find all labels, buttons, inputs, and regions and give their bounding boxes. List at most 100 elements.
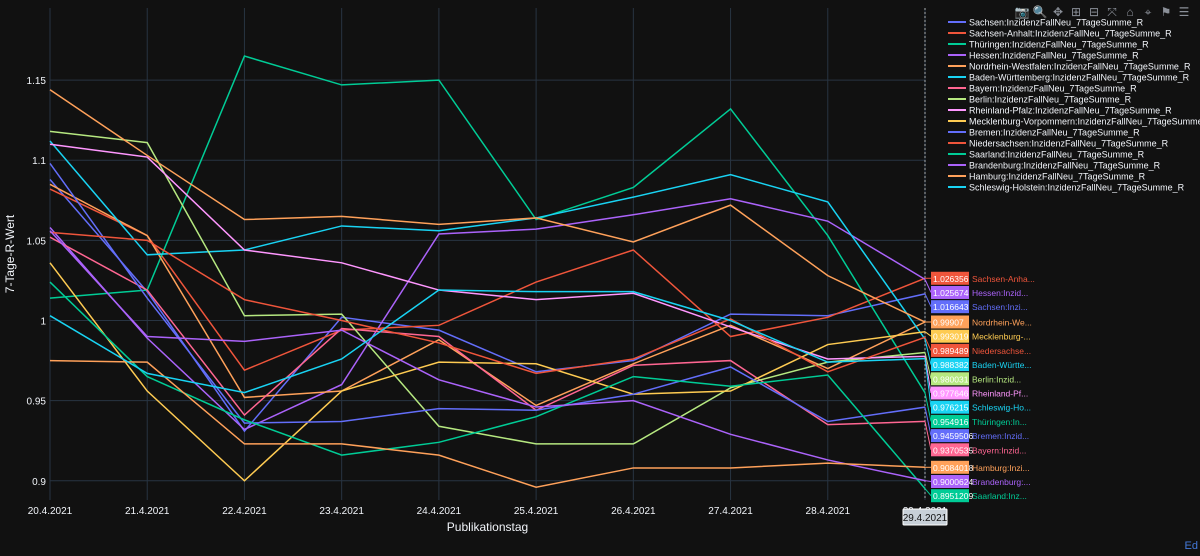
x-tick-label: 21.4.2021	[125, 506, 170, 517]
hover-label-value: 0.988382	[933, 360, 969, 370]
legend-item[interactable]: Hessen:InzidenzFallNeu_7TageSumme_R	[948, 51, 1139, 61]
legend-label: Rheinland-Pfalz:InzidenzFallNeu_7TageSum…	[969, 106, 1172, 116]
legend-label: Hessen:InzidenzFallNeu_7TageSumme_R	[969, 51, 1139, 61]
series-line	[49, 231, 926, 375]
zoom-in-icon[interactable]: ⊞	[1070, 5, 1082, 19]
series-line	[49, 197, 926, 431]
legend-label: Sachsen-Anhalt:InzidenzFallNeu_7TageSumm…	[969, 29, 1172, 39]
x-tick-label: 26.4.2021	[611, 506, 656, 517]
legend-item[interactable]: Baden-Württemberg:InzidenzFallNeu_7TageS…	[948, 73, 1190, 83]
hover-label-value: 0.989489	[933, 346, 969, 356]
hover-label-text: Sachsen:Inzi...	[972, 302, 1028, 312]
hover-label-box	[931, 443, 969, 457]
hover-label-text: Schleswig-Ho...	[972, 403, 1031, 413]
hover-label-text: Bremen:Inzid...	[972, 431, 1029, 441]
hover-label-box	[931, 372, 969, 386]
hover-label: 0.9370535Bayern:Inzid...	[924, 421, 1026, 457]
legend-item[interactable]: Bremen:InzidenzFallNeu_7TageSumme_R	[948, 128, 1140, 138]
hover-label-text: Brandenburg:...	[972, 477, 1031, 487]
hover-label-text: Sachsen-Anha...	[972, 274, 1035, 284]
hover-closest-icon[interactable]: ⚑	[1160, 5, 1172, 19]
legend-item[interactable]: Sachsen-Anhalt:InzidenzFallNeu_7TageSumm…	[948, 29, 1172, 39]
pan-icon[interactable]: ✥	[1052, 5, 1064, 19]
hover-label-text: Thüringen:In...	[972, 417, 1027, 427]
series-line	[49, 55, 926, 394]
x-tick-label: 24.4.2021	[417, 506, 462, 517]
legend-item[interactable]: Berlin:InzidenzFallNeu_7TageSumme_R	[948, 95, 1132, 105]
hover-label-box	[931, 475, 969, 489]
hover-label-value: 0.9459506	[933, 431, 973, 441]
x-tick-label: 20.4.2021	[28, 506, 73, 517]
hover-label-box	[931, 358, 969, 372]
legend-label: Saarland:InzidenzFallNeu_7TageSumme_R	[969, 150, 1145, 160]
hover-label-box	[931, 489, 969, 503]
hover-label: 0.977646 Rheinland-Pf...	[924, 356, 1028, 400]
edge-link[interactable]: Ed	[1184, 540, 1198, 552]
legend-item[interactable]: Brandenburg:InzidenzFallNeu_7TageSumme_R	[948, 161, 1161, 171]
hover-label-pointer	[924, 421, 932, 450]
legend-label: Bayern:InzidenzFallNeu_7TageSumme_R	[969, 84, 1137, 94]
hover-label: 1.016643 Sachsen:Inzi...	[924, 293, 1028, 314]
legend-label: Thüringen:InzidenzFallNeu_7TageSumme_R	[969, 40, 1149, 50]
hover-label-text: Bayern:Inzid...	[972, 445, 1026, 455]
hover-label-value: 0.9370535	[933, 445, 973, 455]
hover-label-value: 0.9000624	[933, 477, 973, 487]
legend-item[interactable]: Sachsen:InzidenzFallNeu_7TageSumme_R	[948, 18, 1144, 28]
zoom-icon[interactable]: 🔍	[1032, 5, 1048, 19]
hover-label-box	[931, 343, 969, 357]
legend-label: Baden-Württemberg:InzidenzFallNeu_7TageS…	[969, 73, 1190, 83]
hover-label-pointer	[924, 352, 932, 379]
hover-label-text: Rheinland-Pf...	[972, 388, 1028, 398]
series-line	[49, 188, 926, 372]
legend-item[interactable]: Schleswig-Holstein:InzidenzFallNeu_7Tage…	[948, 183, 1185, 193]
x-axis-title: Publikationstag	[447, 520, 528, 534]
hover-label: 0.9084018Hamburg:Inzi...	[925, 460, 1030, 474]
hover-label-text: Niedersachse...	[972, 346, 1031, 356]
hover-label-value: 1.016643	[933, 302, 969, 312]
series-line	[49, 236, 926, 426]
hover-label-pointer	[924, 331, 932, 337]
reset-axes-icon[interactable]: ⌂	[1126, 5, 1134, 19]
hover-label: 1.025674 Hessen:Inzid...	[924, 279, 1028, 299]
hover-label-pointer	[924, 293, 932, 307]
hover-label-box	[931, 271, 969, 285]
hover-label-value: 0.993019	[933, 332, 969, 342]
hover-label: 0.989489 Niedersachse...	[924, 337, 1031, 357]
legend-item[interactable]: Hamburg:InzidenzFallNeu_7TageSumme_R	[948, 172, 1146, 182]
legend-item[interactable]: Saarland:InzidenzFallNeu_7TageSumme_R	[948, 150, 1145, 160]
y-tick-label: 1	[40, 317, 46, 328]
legend-item[interactable]: Mecklenburg-Vorpommern:InzidenzFallNeu_7…	[948, 117, 1200, 127]
spike-lines-icon[interactable]: ⌖	[1144, 5, 1152, 19]
hover-label: 0.976215 Schleswig-Ho...	[924, 358, 1031, 414]
autoscale-icon[interactable]: ⤧	[1107, 5, 1117, 19]
hover-label-text: Berlin:Inzid...	[972, 374, 1021, 384]
hover-label-text: Mecklenburg-...	[972, 332, 1031, 342]
legend-item[interactable]: Nordrhein-Westfalen:InzidenzFallNeu_7Tag…	[948, 62, 1191, 72]
legend-item[interactable]: Bayern:InzidenzFallNeu_7TageSumme_R	[948, 84, 1137, 94]
y-axis-title: 7-Tage-R-Wert	[3, 214, 17, 293]
hover-label-box	[931, 285, 969, 299]
hover-label: 0.988382 Baden-Württe...	[924, 339, 1032, 372]
hover-label-value: 0.954916	[933, 417, 969, 427]
hover-label: 0.954916 Thüringen:In...	[924, 392, 1027, 428]
legend-label: Sachsen:InzidenzFallNeu_7TageSumme_R	[969, 18, 1144, 28]
legend-item[interactable]: Rheinland-Pfalz:InzidenzFallNeu_7TageSum…	[948, 106, 1172, 116]
hover-label-text: Hessen:Inzid...	[972, 288, 1028, 298]
hover-x-label: 29.4.2021	[903, 513, 948, 524]
hover-label-box	[931, 315, 969, 329]
legend-item[interactable]: Niedersachsen:InzidenzFallNeu_7TageSumme…	[948, 139, 1169, 149]
hover-label-value: 0.980031	[933, 374, 969, 384]
hover-label-box	[931, 300, 969, 314]
legend-item[interactable]: Thüringen:InzidenzFallNeu_7TageSumme_R	[948, 40, 1149, 50]
zoom-out-icon[interactable]: ⊟	[1088, 5, 1100, 19]
camera-icon[interactable]: 📷	[1014, 5, 1030, 19]
hover-compare-icon[interactable]: ☰	[1178, 5, 1190, 19]
series-line	[49, 89, 926, 323]
hover-label-text: Saarland:Inz...	[972, 491, 1027, 501]
hover-label-pointer	[924, 392, 932, 422]
y-tick-label: 1.05	[27, 236, 47, 247]
series-line	[49, 140, 926, 340]
hover-label-box	[931, 329, 969, 343]
hover-label-pointer	[924, 488, 932, 497]
